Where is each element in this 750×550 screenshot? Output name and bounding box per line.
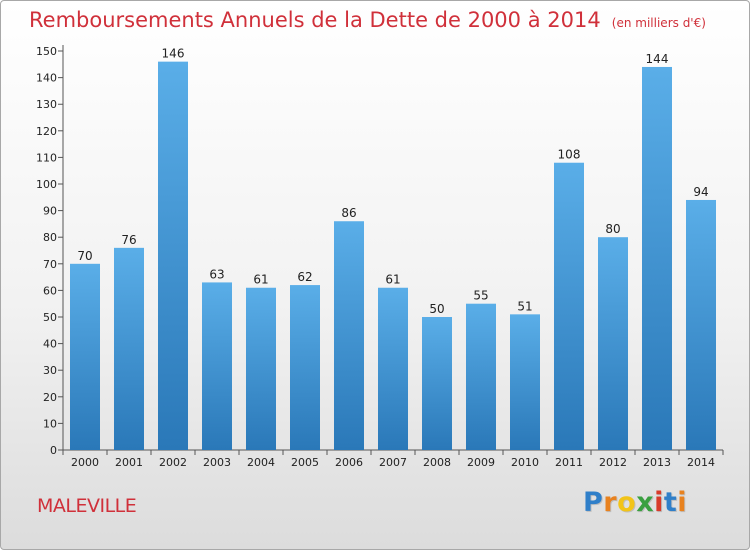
bar-value-label: 108 xyxy=(558,148,581,162)
bar-value-label: 70 xyxy=(77,249,92,263)
x-tick-label: 2000 xyxy=(71,456,99,469)
x-tick-label: 2006 xyxy=(335,456,363,469)
bar xyxy=(114,247,144,450)
bar xyxy=(598,237,628,450)
bar xyxy=(686,199,716,450)
y-tick-label: 100 xyxy=(36,178,57,191)
y-tick-label: 0 xyxy=(50,444,57,457)
y-tick-label: 10 xyxy=(43,417,57,430)
x-tick-label: 2007 xyxy=(379,456,407,469)
y-tick-label: 40 xyxy=(43,338,57,351)
logo-letter: P xyxy=(583,487,604,518)
bar xyxy=(158,61,188,450)
x-tick-label: 2009 xyxy=(467,456,495,469)
logo-letter: r xyxy=(603,487,618,518)
y-tick-label: 60 xyxy=(43,284,57,297)
bar-value-label: 144 xyxy=(646,52,669,66)
bar-value-label: 62 xyxy=(297,270,312,284)
bar xyxy=(510,314,540,450)
logo-letter: i xyxy=(677,487,688,518)
bar xyxy=(642,66,672,451)
value-labels-group: 70 76 146 63 61 62 86 61 50 55 51 108 80 144 94 xyxy=(77,47,708,316)
x-tick-label: 2005 xyxy=(291,456,319,469)
x-tick-label: 2013 xyxy=(643,456,671,469)
bar xyxy=(422,317,452,450)
bar-value-label: 61 xyxy=(253,273,268,287)
y-tick-label: 20 xyxy=(43,391,57,404)
bar-value-label: 51 xyxy=(517,299,532,313)
bar-value-label: 80 xyxy=(605,222,620,236)
place-name: MALEVILLE xyxy=(37,495,137,517)
y-tick-label: 90 xyxy=(43,205,57,218)
y-tick-label: 130 xyxy=(36,98,57,111)
bar xyxy=(290,285,320,450)
bar xyxy=(334,221,364,450)
bars-group xyxy=(70,61,716,451)
bar-value-label: 146 xyxy=(162,47,185,61)
logo-letter: x xyxy=(636,487,655,518)
bar xyxy=(202,282,232,450)
chart-title: Remboursements Annuels de la Dette de 20… xyxy=(29,8,601,32)
bar-value-label: 94 xyxy=(693,185,708,199)
y-axis: 0 10 20 30 40 50 60 70 80 90 100 110 120 130 140 150 xyxy=(36,45,64,457)
y-tick-label: 80 xyxy=(43,231,57,244)
y-tick-label: 150 xyxy=(36,45,57,58)
logo-letter: o xyxy=(617,487,637,518)
x-tick-label: 2014 xyxy=(687,456,715,469)
x-tick-label: 2003 xyxy=(203,456,231,469)
bar xyxy=(466,303,496,450)
x-tick-label: 2011 xyxy=(555,456,583,469)
title-row: Remboursements Annuels de la Dette de 20… xyxy=(29,8,706,32)
logo-letter: t xyxy=(663,487,678,518)
x-tick-label: 2002 xyxy=(159,456,187,469)
x-tick-label: 2004 xyxy=(247,456,275,469)
bar-value-label: 50 xyxy=(429,302,444,316)
bar xyxy=(70,263,100,450)
proxiti-logo: Proxiti xyxy=(583,487,687,518)
bar-value-label: 76 xyxy=(121,233,136,247)
x-tick-label: 2012 xyxy=(599,456,627,469)
bar xyxy=(554,162,584,450)
chart-unit-label: (en milliers d'€) xyxy=(611,16,706,30)
bar-value-label: 55 xyxy=(473,289,488,303)
x-tick-label: 2001 xyxy=(115,456,143,469)
x-tick-label: 2010 xyxy=(511,456,539,469)
y-tick-label: 30 xyxy=(43,364,57,377)
y-tick-label: 110 xyxy=(36,151,57,164)
x-tick-label: 2008 xyxy=(423,456,451,469)
bar-value-label: 61 xyxy=(385,273,400,287)
y-tick-label: 70 xyxy=(43,258,57,271)
logo-letter: i xyxy=(654,487,664,518)
y-tick-label: 120 xyxy=(36,125,57,138)
y-tick-label: 50 xyxy=(43,311,57,324)
bar-value-label: 86 xyxy=(341,206,356,220)
bar-value-label: 63 xyxy=(209,267,224,281)
bar xyxy=(246,287,276,450)
y-tick-label: 140 xyxy=(36,72,57,85)
bar xyxy=(378,287,408,450)
x-axis: 2000 2001 2002 2003 2004 2005 2006 2007 2008 2009… xyxy=(62,449,724,469)
